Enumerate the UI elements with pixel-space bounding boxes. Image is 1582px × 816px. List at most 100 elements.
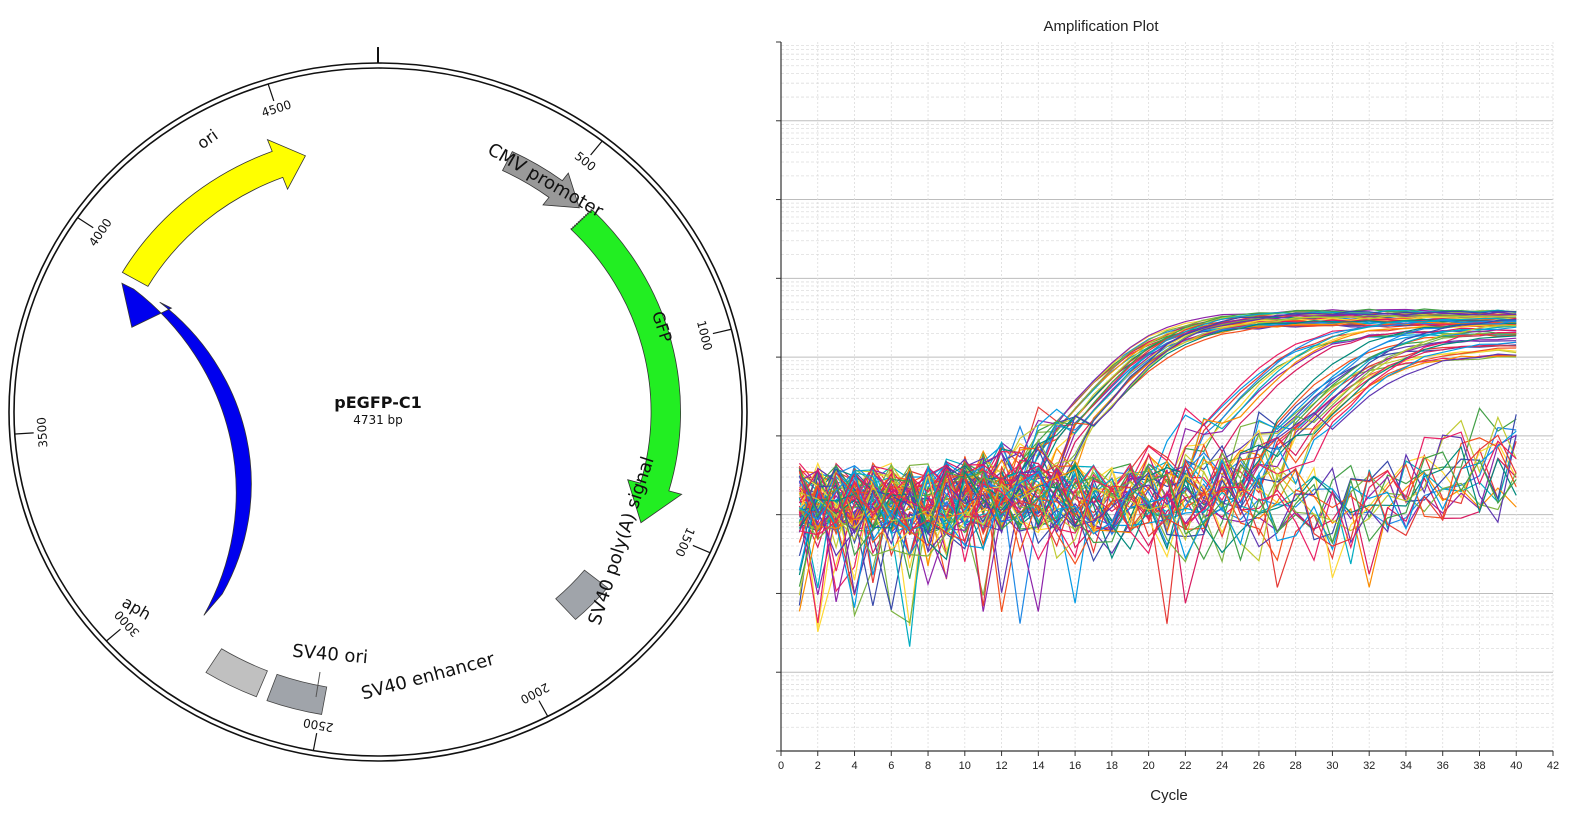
amplification-curve xyxy=(798,322,1517,576)
amplification-curve xyxy=(798,330,1517,534)
amplification-curve xyxy=(798,317,1517,557)
amplification-curve xyxy=(798,318,1517,530)
amplification-curve xyxy=(798,321,1517,533)
x-tick-label: 42 xyxy=(1547,760,1559,772)
x-tick-label: 26 xyxy=(1253,760,1265,772)
amplification-curve xyxy=(798,308,1517,532)
amplification-curve xyxy=(798,344,1517,610)
amplification-curve xyxy=(798,339,1517,555)
tick-mark xyxy=(312,733,318,751)
amplification-curve xyxy=(798,322,1517,560)
amplification-curve xyxy=(799,309,1517,534)
amplification-curve xyxy=(799,325,1517,647)
amplification-curve xyxy=(798,318,1517,589)
amplification-curve xyxy=(798,309,1517,624)
plasmid-name: pEGFP-C1 xyxy=(334,393,421,412)
amplification-curve xyxy=(799,321,1517,532)
amplification-curve xyxy=(798,311,1517,593)
x-tick-label: 18 xyxy=(1106,760,1118,772)
amplification-curve xyxy=(798,329,1517,595)
amplification-curve xyxy=(798,327,1517,549)
x-tick-label: 38 xyxy=(1473,760,1485,772)
x-tick-label: 34 xyxy=(1400,760,1412,772)
amplification-curve xyxy=(798,318,1517,580)
x-tick-label: 4 xyxy=(851,760,857,772)
tick-mark xyxy=(106,628,121,642)
amplification-curve xyxy=(798,313,1517,528)
amplification-curve xyxy=(799,407,1517,561)
amplification-curve xyxy=(798,322,1517,527)
x-axis-label: Cycle xyxy=(1150,787,1188,804)
amplification-curve xyxy=(799,324,1517,533)
tick-mark xyxy=(77,217,94,229)
label-ori: ori xyxy=(193,125,221,153)
x-tick-label: 6 xyxy=(888,760,894,772)
tick-label: 4500 xyxy=(260,97,293,120)
amplification-curve xyxy=(798,356,1517,596)
amplification-curve xyxy=(798,414,1517,563)
amplification-curve xyxy=(799,317,1517,534)
tick-mark xyxy=(590,140,603,156)
amplification-curve xyxy=(799,335,1517,560)
amplification-curve xyxy=(799,312,1517,558)
amplification-curve xyxy=(798,320,1517,546)
x-tick-label: 24 xyxy=(1216,760,1228,772)
amplification-curve xyxy=(798,347,1517,566)
x-tick-label: 10 xyxy=(959,760,971,772)
x-tick-label: 40 xyxy=(1510,760,1522,772)
tick-mark xyxy=(15,432,34,435)
amplification-curve xyxy=(798,468,1517,612)
amplification-curve xyxy=(799,441,1517,607)
amplification-curve xyxy=(799,314,1517,531)
x-tick-label: 16 xyxy=(1069,760,1081,772)
plot-curves xyxy=(798,308,1517,647)
amplification-curve xyxy=(798,353,1517,594)
amplification-curve xyxy=(798,326,1517,604)
amplification-curve xyxy=(799,319,1517,532)
amplification-curve xyxy=(798,434,1517,555)
tick-mark xyxy=(538,700,549,717)
amplification-curve xyxy=(799,308,1517,534)
amplification-curve xyxy=(798,332,1517,587)
amplification-curve xyxy=(798,348,1517,581)
tick-label: 3500 xyxy=(34,417,50,448)
amplification-curve xyxy=(798,341,1517,548)
amplification-curve xyxy=(799,345,1517,624)
amplification-curve xyxy=(798,349,1517,557)
feature-sv40ori xyxy=(205,648,268,698)
amplification-curve xyxy=(799,314,1517,532)
amplification-curve xyxy=(799,332,1517,533)
amplification-curve xyxy=(798,314,1517,618)
amplification-curve xyxy=(798,325,1517,596)
amplification-curve xyxy=(798,333,1517,557)
amplification-curve xyxy=(798,315,1517,593)
amplification-curve xyxy=(798,354,1517,623)
amplification-curve xyxy=(798,316,1517,628)
tick-label: 1000 xyxy=(694,319,715,352)
amplification-curve xyxy=(798,434,1517,557)
amplification-curve xyxy=(798,321,1517,520)
amplification-curve xyxy=(798,337,1517,612)
x-tick-label: 30 xyxy=(1326,760,1338,772)
label-enhancer: SV40 enhancer xyxy=(359,648,497,704)
feature-gfp xyxy=(570,209,683,524)
x-tick-label: 8 xyxy=(925,760,931,772)
amplification-curve xyxy=(798,355,1517,567)
amplification-curve xyxy=(798,312,1517,626)
x-tick-label: 12 xyxy=(995,760,1007,772)
x-tick-label: 2 xyxy=(815,760,821,772)
chart-title: Amplification Plot xyxy=(1043,18,1159,35)
amplification-curve xyxy=(799,434,1517,603)
x-tick-label: 14 xyxy=(1032,760,1044,772)
amplification-curve xyxy=(799,323,1517,534)
x-tick-label: 36 xyxy=(1437,760,1449,772)
tick-mark xyxy=(692,544,710,554)
plot-axes: 0 2 4 6 8 10 12 14 16 18 20 22 24 26 28 30 32 34 36 38 40 42 xyxy=(776,41,1559,772)
feature-polya xyxy=(555,569,608,621)
label-cmv: CMV promoter xyxy=(484,139,607,222)
label-polya: SV40 poly(A) signal xyxy=(584,454,658,628)
amplification-curve xyxy=(798,451,1517,562)
amplification-curve xyxy=(799,319,1517,531)
amplification-curve xyxy=(798,435,1517,565)
